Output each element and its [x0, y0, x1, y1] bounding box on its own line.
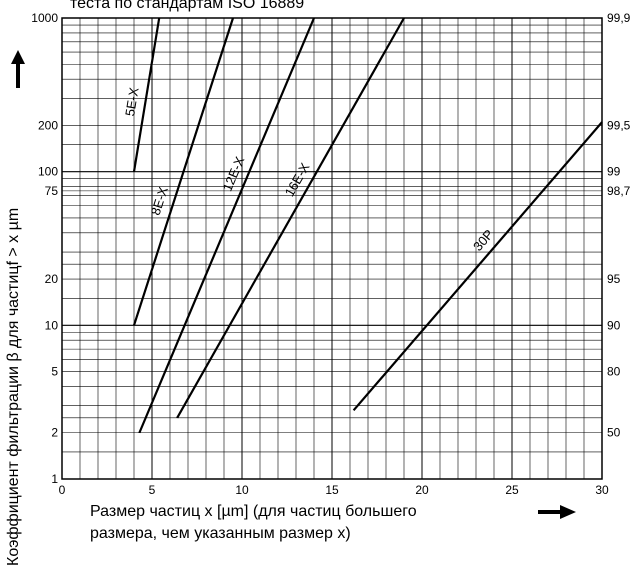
- series-line-8e-x: [132, 17, 235, 326]
- x-tick-label: 25: [505, 483, 519, 497]
- series-line-16e-x: [176, 17, 405, 419]
- right-tick-label: 90: [607, 318, 621, 332]
- y-tick-label: 100: [38, 165, 58, 179]
- right-tick-labels: 50 80 90 95 98,7 99 99,5 99,9: [607, 11, 631, 440]
- y-tick-label: 5: [51, 365, 58, 379]
- y-tick-label: 10: [45, 318, 59, 332]
- x-tick-label: 5: [149, 483, 156, 497]
- y-axis-arrow-icon: [11, 50, 25, 88]
- x-tick-label: 15: [325, 483, 339, 497]
- x-axis-label-line2: размера, чем указанным размер x): [90, 525, 351, 542]
- chart-grid: [61, 18, 603, 479]
- series-line-5e-x: [132, 17, 161, 172]
- y-tick-label: 75: [45, 184, 59, 198]
- y-tick-label: 1000: [31, 11, 58, 25]
- y-tick-label: 2: [51, 426, 58, 440]
- x-tick-label: 30: [595, 483, 609, 497]
- top-caption: теста по стандартам ISO 16889: [70, 0, 304, 12]
- y-tick-labels: 1 2 5 10 20 75 100 200 1000: [31, 11, 58, 486]
- series-label-8e-x: 8E-X: [148, 185, 171, 217]
- y-tick-label: 20: [45, 272, 59, 286]
- x-axis-label-line1: Размер частиц x [µm] (для частиц большег…: [90, 503, 417, 520]
- plot-frame: [61, 17, 603, 480]
- y-axis-label: Коэффициент фильтрации β для частицf > x…: [5, 208, 22, 566]
- right-tick-label: 99,9: [607, 11, 631, 25]
- right-tick-label: 95: [607, 272, 621, 286]
- right-tick-label: 50: [607, 426, 621, 440]
- x-tick-labels: 0 5 10 15 20 25 30: [59, 483, 609, 497]
- right-tick-label: 99,5: [607, 118, 631, 132]
- x-tick-label: 20: [415, 483, 429, 497]
- y-tick-label: 200: [38, 118, 58, 132]
- right-tick-label: 80: [607, 365, 621, 379]
- x-tick-label: 0: [59, 483, 66, 497]
- x-tick-label: 10: [235, 483, 249, 497]
- series-line-30p: [352, 121, 603, 412]
- y-tick-label: 1: [51, 472, 58, 486]
- series-line-12e-x: [138, 17, 316, 434]
- series-label-16e-x: 16E-X: [282, 160, 313, 199]
- right-tick-label: 98,7: [607, 184, 631, 198]
- series-label-5e-x: 5E-X: [122, 86, 142, 117]
- right-tick-label: 99: [607, 165, 621, 179]
- x-axis-arrow-icon: [538, 505, 576, 519]
